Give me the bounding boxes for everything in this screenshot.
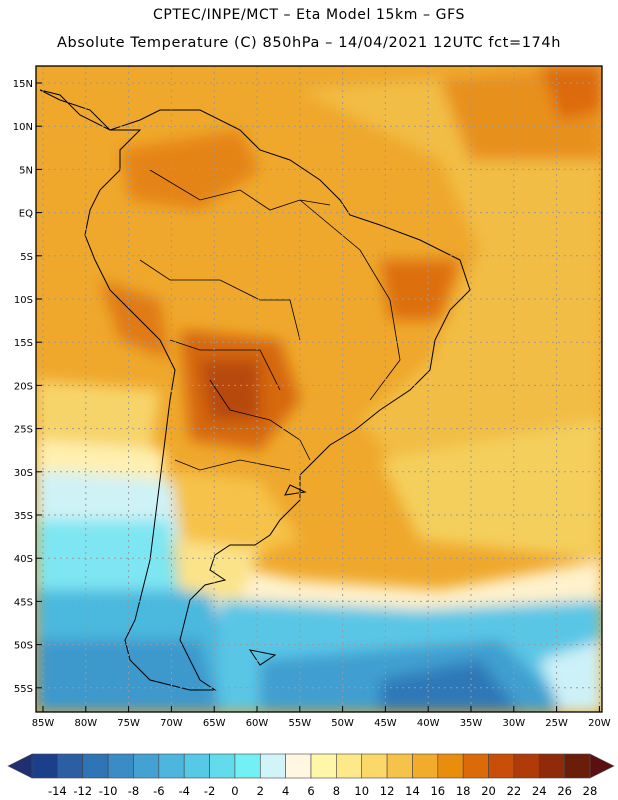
lon-label: 40W bbox=[417, 718, 440, 729]
lat-label: 20S bbox=[14, 381, 33, 392]
lat-label: 30S bbox=[14, 468, 33, 479]
colorbar-swatch bbox=[564, 753, 591, 779]
colorbar-tick-label: 2 bbox=[257, 784, 264, 798]
colorbar-tick-label: -8 bbox=[128, 784, 139, 798]
colorbar-tick-label: 22 bbox=[507, 784, 522, 798]
colorbar-swatch bbox=[310, 753, 337, 779]
colorbar-tick-label: -14 bbox=[48, 784, 67, 798]
colorbar-tick-label: -2 bbox=[204, 784, 215, 798]
lon-label: 70W bbox=[160, 718, 183, 729]
latitude-labels: 15N 10N 5N EQ 5S 10S 15S 20S 25S 30S 35S 40S 45S 50S 5… bbox=[13, 79, 42, 695]
lat-label: 10S bbox=[14, 295, 33, 306]
lat-label: 10N bbox=[13, 122, 33, 133]
map-title: CPTEC/INPE/MCT – Eta Model 15km – GFS bbox=[152, 7, 466, 23]
country-borders bbox=[139, 169, 401, 471]
colorbar-tick-label: 28 bbox=[583, 784, 598, 798]
colorbar-tick-label: 8 bbox=[333, 784, 340, 798]
lon-label: 55W bbox=[288, 718, 311, 729]
colorbar-tick-label: 4 bbox=[282, 784, 289, 798]
colorbar-tick-label: 26 bbox=[557, 784, 572, 798]
colorbar-swatch bbox=[183, 753, 210, 779]
lat-label: 45S bbox=[14, 597, 33, 608]
colorbar-tick-label: 20 bbox=[481, 784, 496, 798]
lat-label: EQ bbox=[19, 209, 33, 220]
lon-label: 30W bbox=[502, 718, 525, 729]
lon-label: 45W bbox=[374, 718, 397, 729]
colorbar-swatch bbox=[82, 753, 109, 779]
colorbar-swatch bbox=[488, 753, 515, 779]
lon-label: 80W bbox=[74, 718, 97, 729]
colorbar-swatch bbox=[234, 753, 261, 779]
colorbar-tick-label: 10 bbox=[354, 784, 369, 798]
graticule bbox=[36, 66, 602, 712]
lon-label: 25W bbox=[545, 718, 568, 729]
colorbar-swatch bbox=[57, 753, 84, 779]
lat-label: 25S bbox=[14, 425, 33, 436]
colorbar-swatch bbox=[336, 753, 363, 779]
colorbar-tick-label: 16 bbox=[430, 784, 445, 798]
colorbar-tick-label: 24 bbox=[532, 784, 547, 798]
colorbar-swatch bbox=[158, 753, 185, 779]
map-subtitle: Absolute Temperature (C) 850hPa – 14/04/… bbox=[57, 35, 561, 51]
lat-label: 35S bbox=[14, 511, 33, 522]
colorbar-tick-label: -4 bbox=[178, 784, 189, 798]
colorbar-swatch bbox=[437, 753, 464, 779]
lon-label: 60W bbox=[246, 718, 269, 729]
lat-label: 55S bbox=[14, 684, 33, 695]
map-frame bbox=[35, 65, 603, 713]
temperature-field bbox=[36, 66, 602, 712]
lon-label: 75W bbox=[117, 718, 140, 729]
colorbar-tick-label: -10 bbox=[99, 784, 118, 798]
colorbar-swatch bbox=[513, 753, 540, 779]
colorbar-tick-label: -12 bbox=[73, 784, 92, 798]
lat-label: 15N bbox=[13, 79, 33, 90]
colorbar-swatch bbox=[285, 753, 312, 779]
colorbar-swatch bbox=[133, 753, 160, 779]
lat-label: 40S bbox=[14, 554, 33, 565]
colorbar-swatch bbox=[386, 753, 413, 779]
lat-label: 5S bbox=[20, 252, 33, 263]
lon-label: 20W bbox=[588, 718, 611, 729]
colorbar-swatch bbox=[209, 753, 236, 779]
colorbar-end-right bbox=[589, 753, 615, 779]
colorbar-swatch bbox=[361, 753, 388, 779]
lon-label: 85W bbox=[32, 718, 55, 729]
colorbar-tick-label: 6 bbox=[307, 784, 314, 798]
colorbar-swatch bbox=[412, 753, 439, 779]
colorbar-tick-label: 0 bbox=[231, 784, 238, 798]
lat-label: 5N bbox=[19, 165, 33, 176]
lon-label: 50W bbox=[331, 718, 354, 729]
colorbar-swatch bbox=[462, 753, 489, 779]
colorbar-swatch bbox=[107, 753, 134, 779]
colorbar-swatch bbox=[259, 753, 286, 779]
colorbar-tick-label: 14 bbox=[405, 784, 420, 798]
lat-label: 50S bbox=[14, 641, 33, 652]
colorbar-tick-label: 18 bbox=[456, 784, 471, 798]
colorbar-swatch bbox=[538, 753, 565, 779]
coastline bbox=[39, 89, 471, 691]
colorbar-tick-label: 12 bbox=[380, 784, 395, 798]
lon-label: 35W bbox=[460, 718, 483, 729]
colorbar-tick-label: -6 bbox=[153, 784, 164, 798]
colorbar-swatch bbox=[31, 753, 58, 779]
lon-label: 65W bbox=[203, 718, 226, 729]
colorbar-end-left bbox=[7, 753, 33, 779]
longitude-labels: 85W 80W 75W 70W 65W 60W 55W 50W 45W 40W 35W 30W 25W 2… bbox=[32, 706, 611, 729]
lat-label: 15S bbox=[14, 338, 33, 349]
